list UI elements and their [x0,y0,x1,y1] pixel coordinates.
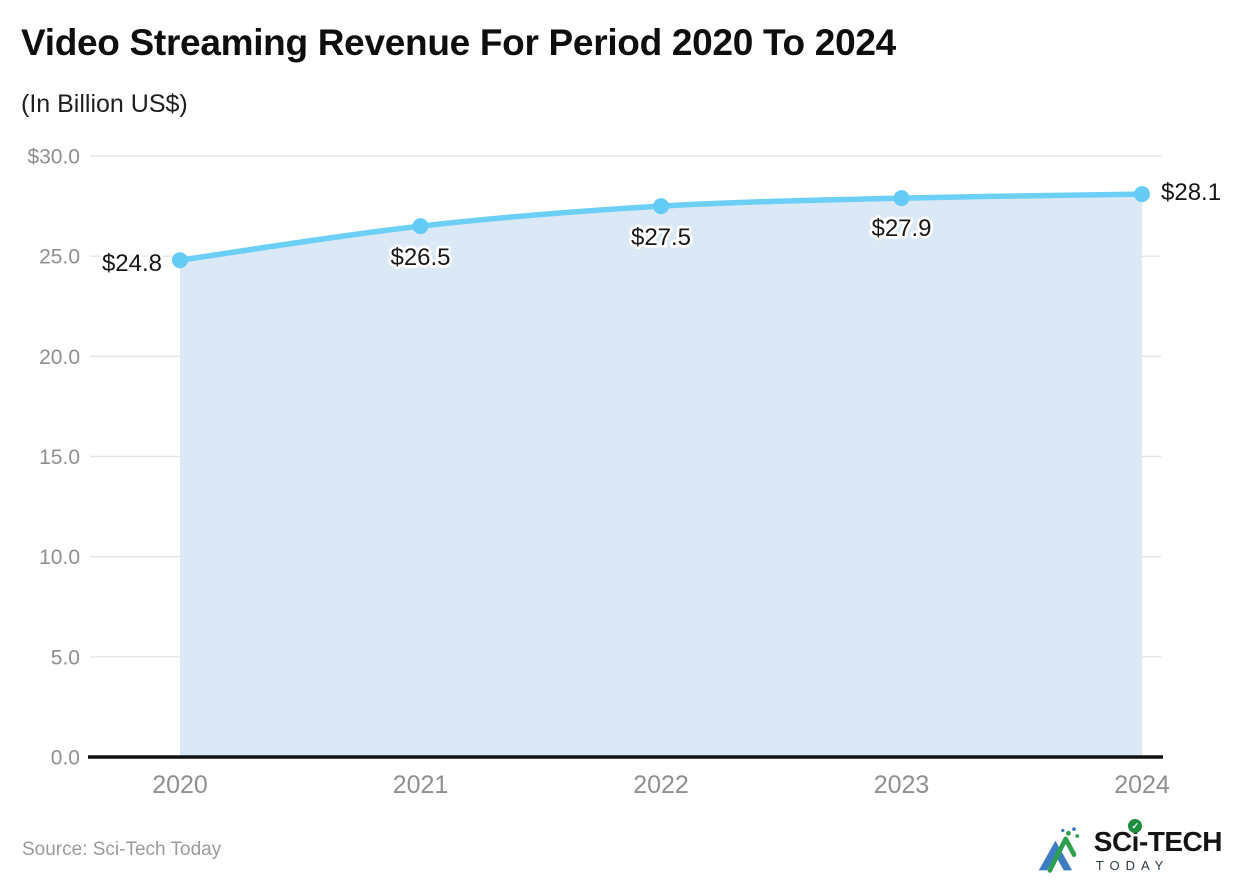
x-tick-label: 2022 [633,771,689,799]
y-tick-label: $30.0 [27,146,80,169]
y-tick-label: 0.0 [51,747,80,770]
chart-title: Video Streaming Revenue For Period 2020 … [21,22,896,63]
data-point-marker-2024 [1134,186,1150,203]
data-point-marker-2023 [893,190,910,207]
scitech-logo: SC i ✓ -TECH TODAY [1035,819,1223,876]
data-point-marker-2022 [653,198,669,215]
logo-peak-stroke [1047,836,1077,873]
y-tick-label: 20.0 [39,346,80,369]
logo-brand-name: SC i ✓ -TECH [1093,819,1223,857]
data-point-label: $27.5 [631,224,691,251]
x-tick-label: 2021 [393,771,449,799]
logo-brand-today: TODAY [1095,858,1170,873]
scitech-logo-mark-icon [1038,827,1079,873]
area-fill [180,194,1142,758]
data-point-marker-2021 [412,218,429,235]
chart-subtitle: (In Billion US$) [21,90,188,118]
y-tick-label: 10.0 [39,546,80,569]
logo-check-icon: ✓ [1128,819,1143,833]
x-tick-label: 2020 [152,771,208,799]
logo-brand-tech: -TECH [1138,826,1223,857]
data-point-label: $26.5 [390,244,450,271]
x-tick-label: 2024 [1114,771,1170,799]
data-point-marker-2020 [172,252,188,269]
logo-brand-sc: SC [1093,826,1132,857]
data-point-label: $27.9 [871,215,931,242]
y-tick-label: 25.0 [39,246,80,269]
y-tick-label: 5.0 [51,646,80,669]
source-attribution: Source: Sci-Tech Today [22,839,222,860]
y-tick-label: 15.0 [39,446,80,469]
data-point-label: $28.1 [1161,179,1221,206]
x-tick-label: 2023 [874,771,930,799]
data-point-label: $24.8 [102,250,162,277]
logo-brand-i: i ✓ [1128,819,1143,856]
